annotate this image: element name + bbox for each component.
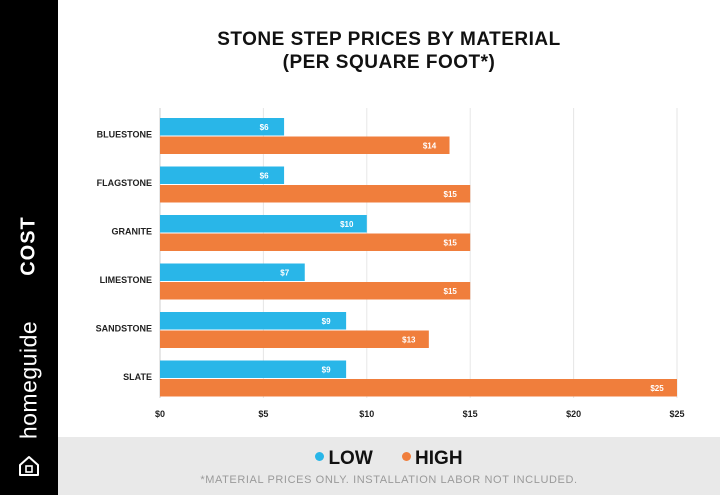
x-tick-label: $25 — [669, 409, 684, 419]
bar-high — [160, 136, 450, 154]
category-label: SANDSTONE — [96, 324, 152, 334]
data-label: $15 — [444, 238, 458, 247]
bar-high — [160, 185, 471, 203]
data-label: $15 — [444, 190, 458, 199]
x-tick-label: $5 — [258, 409, 268, 419]
chart-title: STONE STEP PRICES BY MATERIAL (PER SQUAR… — [58, 28, 720, 74]
legend-swatch-high — [402, 452, 412, 462]
data-label: $13 — [402, 335, 416, 344]
data-label: $10 — [340, 220, 354, 229]
data-label: $7 — [280, 268, 289, 277]
chart-title-line-2: (PER SQUARE FOOT*) — [282, 52, 496, 73]
x-tick-label: $0 — [155, 409, 165, 419]
bar-low — [160, 166, 285, 184]
bar-low — [160, 118, 285, 136]
bar-high — [160, 379, 677, 397]
legend-item-high: HIGH — [402, 448, 463, 470]
category-label: FLAGSTONE — [97, 178, 152, 188]
chart-footer: LOW HIGH *MATERIAL PRICES ONLY. INSTALLA… — [58, 437, 720, 495]
bar-high — [160, 282, 471, 300]
house-icon — [19, 456, 39, 476]
bar-high — [160, 330, 429, 348]
legend-label-high: HIGH — [415, 448, 463, 469]
chart-plot: $0 $5 $10 $15 $20 $25 BLUESTONE $6 $14 FLAGSTONE $… — [96, 108, 685, 419]
category-label: GRANITE — [112, 227, 153, 237]
bar-high — [160, 233, 471, 251]
legend-label-low: LOW — [328, 448, 373, 469]
chart-title-line-1: STONE STEP PRICES BY MATERIAL — [217, 29, 561, 50]
data-label: $9 — [322, 365, 331, 374]
bar-low — [160, 360, 347, 378]
category-label: BLUESTONE — [97, 130, 152, 140]
bar-low — [160, 312, 347, 330]
data-label: $15 — [444, 287, 458, 296]
data-label: $14 — [423, 141, 437, 150]
x-tick-label: $15 — [463, 409, 478, 419]
legend-swatch-low — [315, 452, 325, 462]
sidebar: COST homeguide — [0, 0, 58, 495]
category-label: SLATE — [123, 372, 152, 382]
bar-low — [160, 263, 305, 281]
data-label: $25 — [650, 384, 664, 393]
chart-footnote: *MATERIAL PRICES ONLY. INSTALLATION LABO… — [200, 474, 578, 486]
legend-item-low: LOW — [315, 448, 373, 470]
x-tick-label: $20 — [566, 409, 581, 419]
data-label: $9 — [322, 317, 331, 326]
bar-low — [160, 215, 367, 233]
chart-legend: LOW HIGH — [58, 448, 720, 470]
category-label: LIMESTONE — [100, 275, 152, 285]
data-label: $6 — [260, 123, 269, 132]
x-tick-label: $10 — [359, 409, 374, 419]
data-label: $6 — [260, 171, 269, 180]
